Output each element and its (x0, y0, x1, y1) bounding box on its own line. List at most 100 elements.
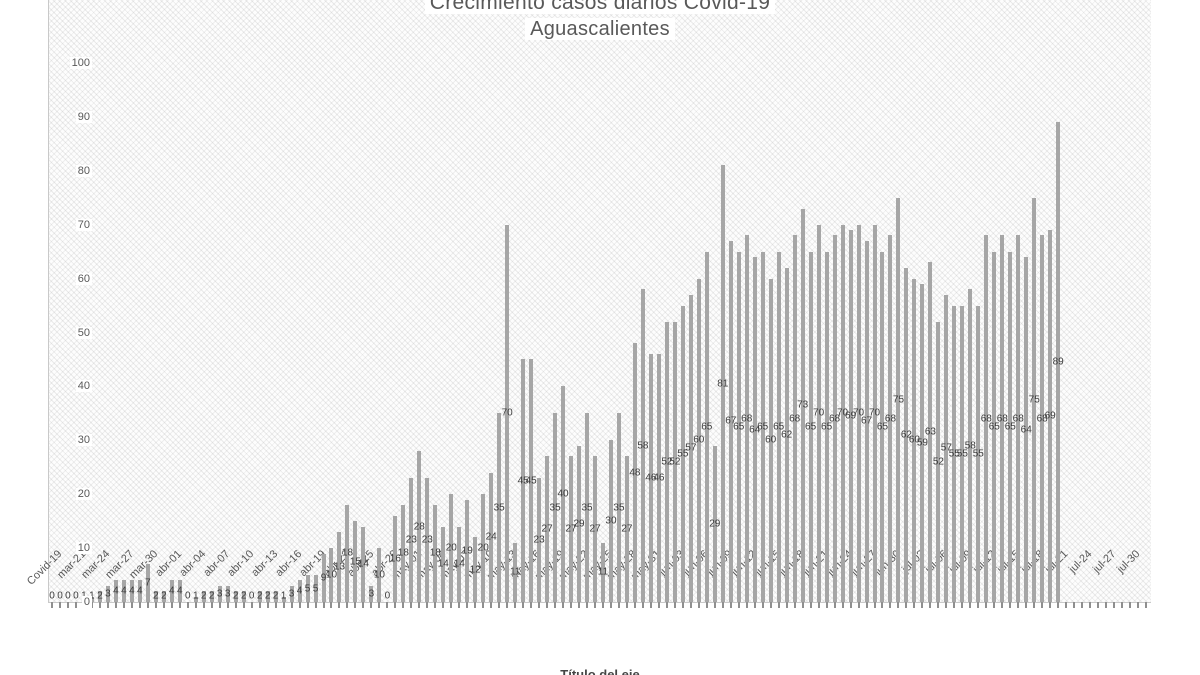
x-tick-mark (1017, 602, 1020, 608)
bar (161, 591, 166, 602)
x-tick-mark (50, 602, 53, 608)
bar-value-label: 23 (405, 534, 417, 546)
bar (744, 235, 749, 602)
x-tick-mark (562, 602, 565, 608)
x-axis-title-cropped: Título del eje (560, 667, 640, 675)
bar (585, 413, 590, 602)
bar-value-label: 68 (884, 413, 897, 425)
x-tick-mark (522, 602, 525, 608)
x-tick-mark (865, 602, 868, 608)
bar (289, 585, 294, 602)
bar (856, 224, 861, 602)
y-axis-label: 20 (75, 488, 92, 501)
bar (984, 235, 989, 602)
x-tick-mark (354, 602, 357, 608)
bar (193, 596, 198, 602)
bar (241, 591, 246, 602)
bar-value-label: 10 (373, 569, 385, 581)
bar (720, 165, 725, 602)
bar (377, 548, 382, 602)
bar-value-label: 18 (341, 547, 354, 559)
x-tick-mark (74, 602, 77, 608)
x-tick-mark (697, 602, 700, 608)
x-tick-mark (945, 602, 948, 608)
x-tick-mark (1081, 602, 1084, 608)
bar (481, 494, 486, 602)
x-tick-mark (609, 602, 612, 608)
x-tick-mark (1041, 602, 1044, 608)
bar (696, 278, 701, 602)
bar-value-label: 20 (477, 542, 489, 554)
bar-value-label: 35 (613, 502, 625, 514)
bar-value-label: 27 (589, 523, 601, 535)
x-tick-mark (538, 602, 541, 608)
x-tick-mark (1025, 602, 1028, 608)
bar (353, 521, 358, 602)
bar-value-label: 0 (248, 590, 255, 602)
bar-value-label: 5 (304, 583, 311, 595)
bar (305, 575, 310, 602)
x-tick-mark (977, 602, 980, 608)
bar-value-label: 3 (368, 588, 375, 600)
bar (569, 456, 574, 602)
x-tick-mark (250, 602, 253, 608)
bar (465, 499, 470, 602)
bar-value-label: 3 (216, 588, 223, 600)
x-tick-mark (929, 602, 932, 608)
bar-value-label: 68 (829, 413, 841, 425)
y-axis-label: 0 (81, 596, 92, 608)
bar (632, 343, 637, 602)
x-tick-mark (705, 602, 708, 608)
bar-value-label: 2 (208, 590, 215, 602)
x-tick-mark (897, 602, 900, 608)
bar (329, 548, 334, 602)
x-tick-mark (1137, 602, 1140, 608)
bar-value-label: 2 (200, 590, 207, 602)
bar-value-label: 70 (836, 407, 849, 419)
bar (337, 531, 342, 602)
bar (129, 580, 134, 602)
bar (680, 305, 685, 602)
bar (688, 294, 693, 602)
bar (864, 240, 869, 602)
bar-value-label: 27 (565, 523, 577, 535)
bar-value-label: 0 (65, 590, 71, 602)
bar-value-label: 46 (645, 472, 657, 484)
x-tick-mark (146, 602, 149, 608)
x-tick-mark (458, 602, 461, 608)
x-tick-mark (617, 602, 620, 608)
bar (936, 321, 941, 602)
bar-value-label: 29 (709, 518, 721, 530)
bar (1000, 235, 1005, 602)
bar-value-label: 69 (1044, 410, 1056, 422)
bar (401, 504, 406, 602)
x-tick-mark (170, 602, 173, 608)
bar (752, 257, 757, 602)
bar-value-label: 4 (296, 585, 303, 597)
bar-value-label: 65 (773, 421, 785, 433)
bar-value-label: 68 (1012, 413, 1024, 425)
bar-value-label: 0 (184, 590, 191, 602)
x-tick-mark (1089, 602, 1092, 608)
bar-value-label: 2 (97, 590, 103, 602)
bar (257, 591, 262, 602)
x-tick-mark (769, 602, 772, 608)
x-tick-mark (841, 602, 844, 608)
bar (369, 585, 374, 602)
x-tick-mark (106, 602, 109, 608)
bar (1056, 122, 1061, 602)
x-tick-mark (130, 602, 133, 608)
x-tick-mark (178, 602, 181, 608)
bar-value-label: 10 (325, 569, 338, 581)
bar (1008, 251, 1013, 602)
x-tick-mark (793, 602, 796, 608)
bar (888, 235, 893, 602)
bar-value-label: 65 (988, 421, 1000, 433)
bar (600, 542, 605, 602)
bar (896, 197, 901, 602)
x-tick-mark (58, 602, 61, 608)
bar-value-label: 11 (597, 566, 609, 578)
x-tick-mark (226, 602, 229, 608)
x-tick-mark (1105, 602, 1108, 608)
x-tick-mark (961, 602, 964, 608)
